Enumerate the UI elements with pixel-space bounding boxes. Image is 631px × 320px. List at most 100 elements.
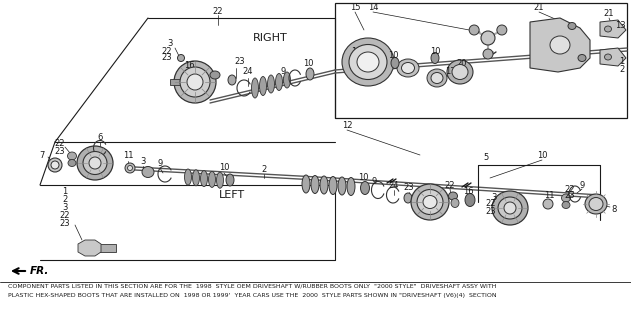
Ellipse shape [174,61,216,103]
Ellipse shape [89,157,101,169]
Text: 10: 10 [303,59,313,68]
Text: 7: 7 [39,150,45,159]
Ellipse shape [449,192,457,200]
Ellipse shape [492,191,528,225]
Text: 9: 9 [157,159,163,169]
Ellipse shape [342,38,394,86]
Text: 22: 22 [213,7,223,17]
Ellipse shape [83,151,107,174]
Ellipse shape [578,54,586,61]
Ellipse shape [226,174,234,186]
Text: 18: 18 [351,47,362,57]
Text: 3: 3 [492,193,497,202]
Ellipse shape [550,36,570,54]
Ellipse shape [465,194,475,206]
Text: 15: 15 [350,4,360,12]
Bar [335,3,627,118]
Text: COMPONENT PARTS LISTED IN THIS SECTION ARE FOR THE  1998  STYLE OEM DRIVESHAFT W: COMPONENT PARTS LISTED IN THIS SECTION A… [8,284,497,289]
Text: 3: 3 [62,204,68,212]
Ellipse shape [568,22,576,29]
Text: 16: 16 [184,60,194,69]
Ellipse shape [252,78,259,98]
Text: 1: 1 [620,58,625,67]
Ellipse shape [357,52,379,72]
Ellipse shape [431,52,439,63]
Text: 1: 1 [62,188,68,196]
Ellipse shape [311,175,319,194]
Polygon shape [600,48,626,66]
Polygon shape [78,240,101,256]
Text: 10: 10 [537,150,547,159]
Text: 6: 6 [97,133,103,142]
Text: 21: 21 [534,4,545,12]
Ellipse shape [48,158,62,172]
Text: 9: 9 [280,68,286,76]
Ellipse shape [51,161,59,169]
Ellipse shape [216,172,223,188]
Ellipse shape [77,146,113,180]
Ellipse shape [228,75,236,85]
Ellipse shape [504,202,516,214]
Ellipse shape [589,197,603,211]
Text: 2: 2 [261,165,267,174]
Ellipse shape [401,62,415,74]
Text: 19: 19 [370,55,380,65]
Ellipse shape [84,244,92,252]
Text: 10: 10 [219,164,229,172]
Text: 9: 9 [372,177,377,186]
Text: 11: 11 [544,190,554,199]
Ellipse shape [283,72,290,88]
Text: 23: 23 [486,206,497,215]
Text: 22: 22 [445,180,455,189]
Ellipse shape [68,159,76,166]
Ellipse shape [423,196,437,209]
Ellipse shape [543,199,553,209]
Ellipse shape [604,26,611,32]
Text: 23: 23 [565,191,575,201]
Bar [88,244,116,252]
Text: 5: 5 [483,153,488,162]
Ellipse shape [268,75,274,93]
Ellipse shape [427,69,447,87]
Ellipse shape [187,74,203,90]
Text: 8: 8 [611,205,616,214]
Ellipse shape [184,169,191,185]
Polygon shape [530,18,590,72]
Text: 23: 23 [55,147,66,156]
Ellipse shape [562,202,570,209]
Ellipse shape [391,58,399,68]
Ellipse shape [276,74,283,91]
Ellipse shape [208,172,216,188]
Ellipse shape [481,31,495,45]
Ellipse shape [562,194,570,202]
Text: 22: 22 [486,199,496,209]
Text: 14: 14 [368,4,378,12]
Ellipse shape [411,184,449,220]
Text: 23: 23 [404,183,415,193]
Ellipse shape [329,177,337,195]
Ellipse shape [306,68,314,80]
Text: 20: 20 [457,59,467,68]
Text: 22: 22 [162,46,172,55]
Text: 3: 3 [167,39,173,49]
Text: 2: 2 [62,196,68,204]
Ellipse shape [498,197,522,219]
Ellipse shape [302,175,310,193]
Ellipse shape [259,76,266,95]
Text: 13: 13 [615,21,625,30]
Ellipse shape [349,44,387,79]
Text: FR.: FR. [30,266,49,276]
Ellipse shape [125,163,135,173]
Text: PLASTIC HEX-SHAPED BOOTS THAT ARE INSTALLED ON  1998 OR 1999'  YEAR CARS USE THE: PLASTIC HEX-SHAPED BOOTS THAT ARE INSTAL… [8,293,497,298]
Text: RIGHT: RIGHT [252,33,287,43]
Text: 3: 3 [140,157,146,166]
Ellipse shape [417,189,443,214]
Text: 23: 23 [235,58,245,67]
Text: 12: 12 [342,122,352,131]
Ellipse shape [585,194,607,214]
Ellipse shape [431,73,443,84]
Text: 22: 22 [60,212,70,220]
Ellipse shape [497,25,507,35]
Text: 11: 11 [123,151,133,161]
Ellipse shape [177,54,184,61]
